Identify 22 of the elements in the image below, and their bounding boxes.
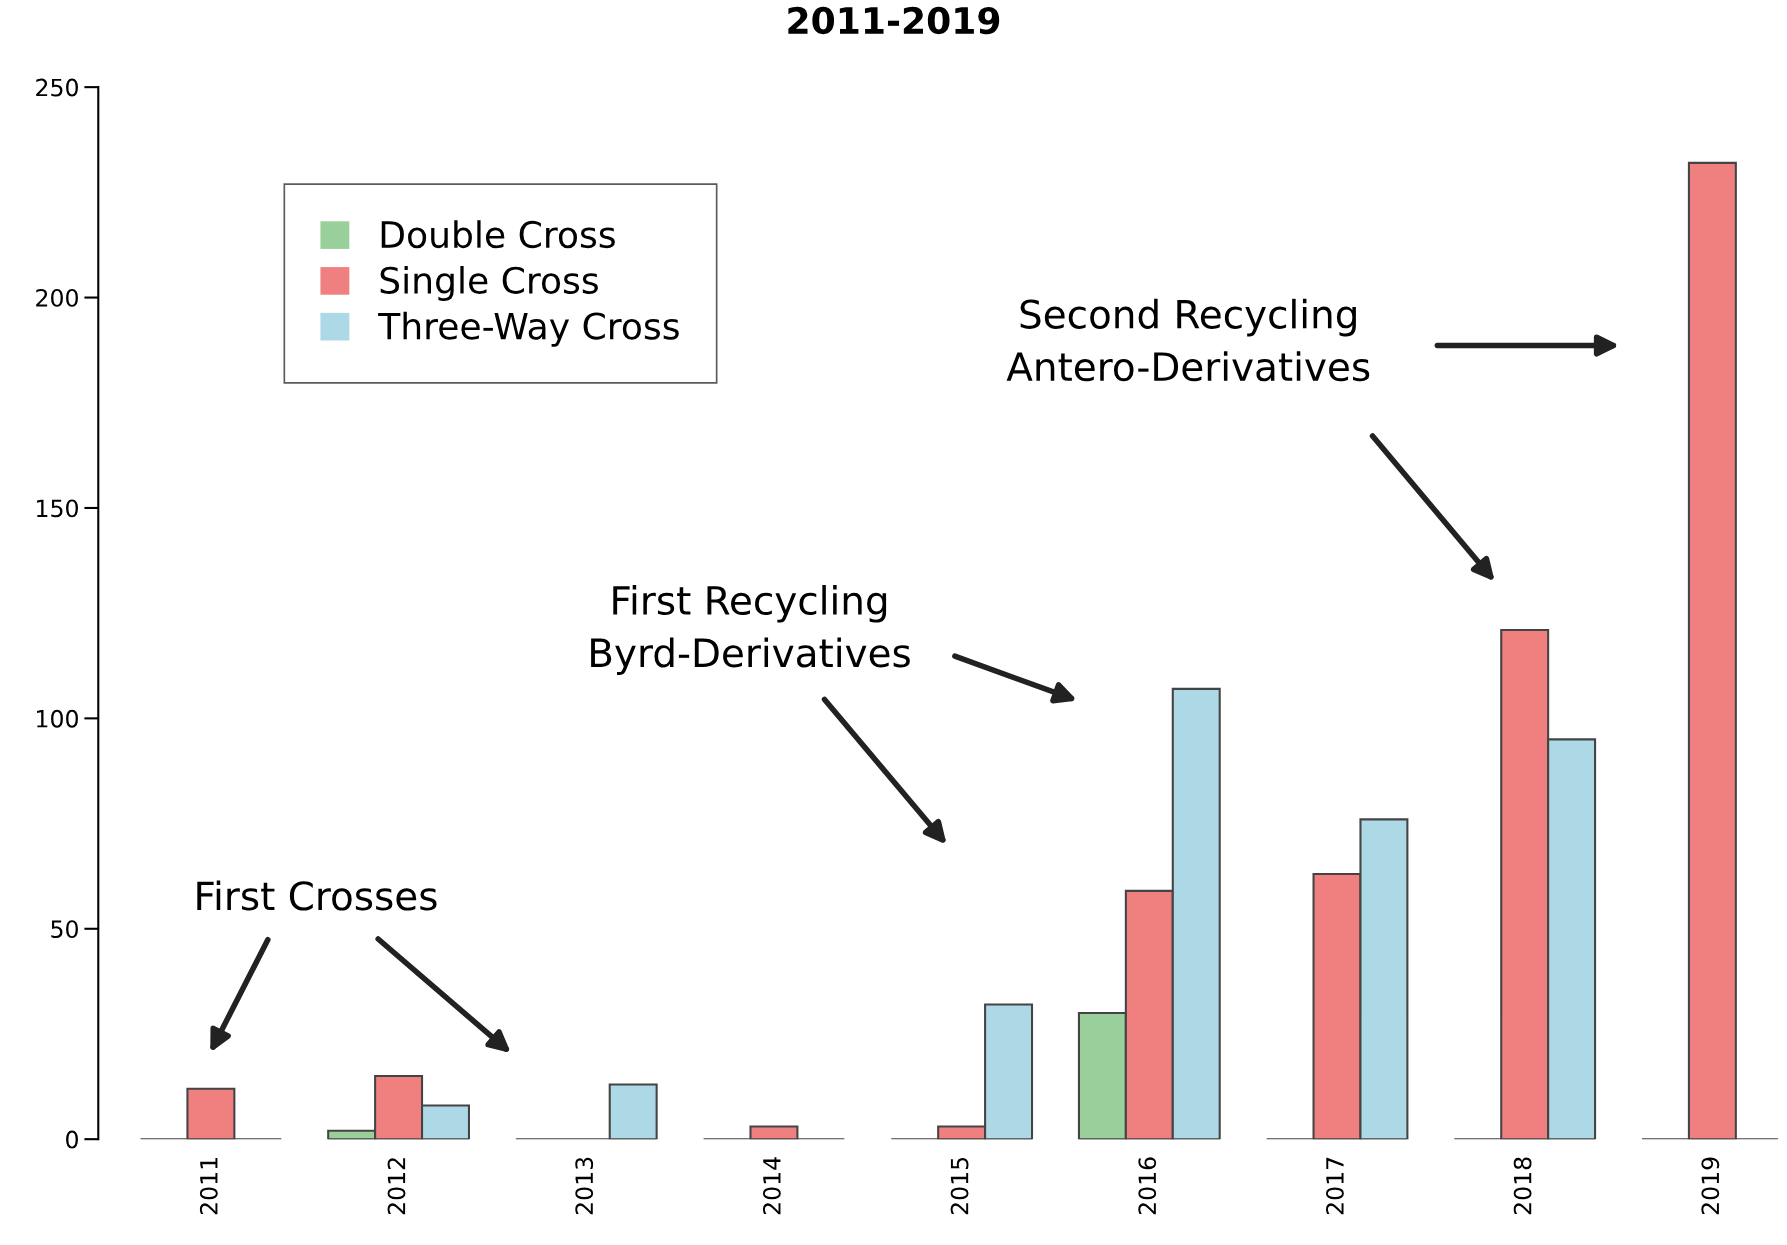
annotation: First Recycling Byrd-Derivatives [591,584,910,676]
y-tick-label: 150 [37,499,78,518]
annotation: First Crosses [197,880,437,911]
chart-title: 2011-2019 [788,6,1000,35]
y-tick-label: 250 [36,78,78,97]
y-tick-label: 200 [36,289,78,307]
x-tick-label: 2015 [950,1157,969,1215]
x-tick-label: 2019 [1701,1157,1720,1215]
legend-label: Double Cross [381,220,615,249]
x-tick-label: 2014 [762,1157,781,1215]
legend-label: Single Cross [380,266,598,301]
x-tick-label: 2013 [575,1157,594,1215]
x-tick-label: 2012 [387,1158,406,1215]
x-tick-label: 2011 [199,1158,218,1215]
y-tick-label: 100 [37,709,78,728]
legend-label: Three-Way Cross [378,311,679,347]
x-tick-label: 2016 [1138,1157,1157,1215]
y-tick-label: 50 [51,920,78,939]
x-tick-label: 2017 [1326,1157,1344,1215]
annotation: Second Recycling Antero-Derivatives [1006,298,1370,382]
x-tick-label: 2018 [1513,1157,1532,1215]
y-tick-label: 0 [66,1130,78,1149]
